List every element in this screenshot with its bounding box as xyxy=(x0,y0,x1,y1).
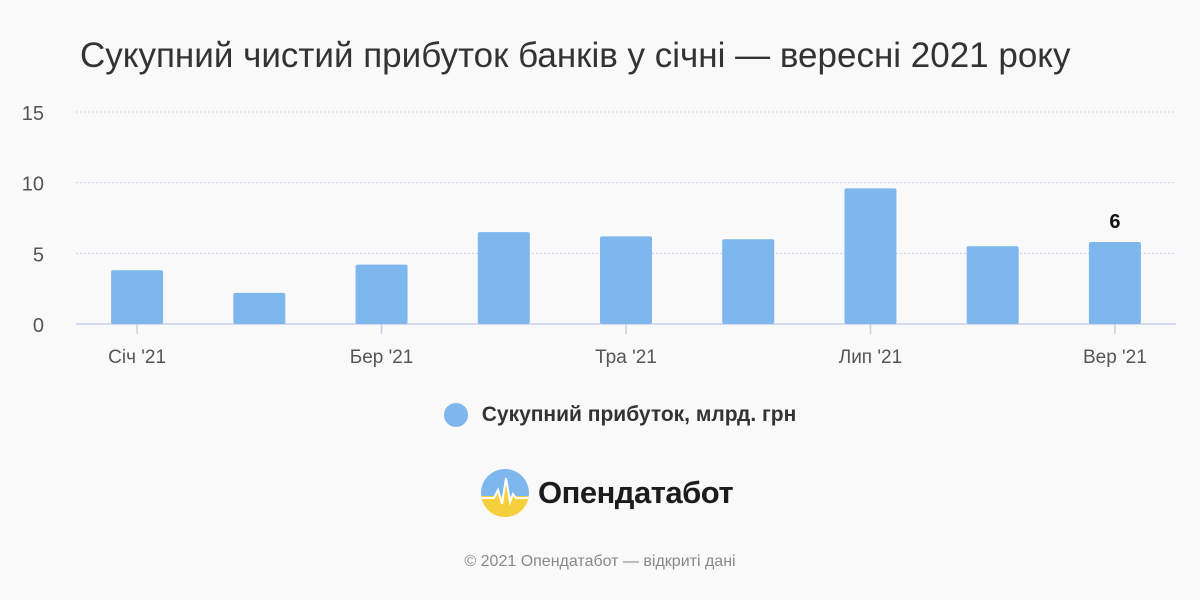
bar xyxy=(722,239,775,324)
data-label: 6 xyxy=(1109,211,1120,233)
brand-name: Опендатабот xyxy=(538,475,734,510)
y-tick-label: 10 xyxy=(22,174,44,196)
brand-logo: Опендатабот xyxy=(480,468,734,518)
bar xyxy=(966,246,1019,324)
y-tick-label: 15 xyxy=(22,103,44,125)
bar xyxy=(111,270,164,324)
y-tick-label: 5 xyxy=(33,244,44,266)
footer-copyright: © 2021 Опендатабот — відкриті дані xyxy=(464,553,736,570)
sun-logo-icon xyxy=(481,469,529,517)
x-tick-label: Січ '21 xyxy=(108,347,166,368)
bar xyxy=(355,264,408,324)
legend[interactable]: Сукупний прибуток, млрд. грн xyxy=(0,403,1200,427)
x-tick-label: Бер '21 xyxy=(350,347,414,368)
legend-marker xyxy=(443,403,468,427)
x-tick-label: Лип '21 xyxy=(839,347,902,368)
bar-chart: 0 5 10 15 Січ '21 Бер '21 Тра '21 Лип '21 Вер '2… xyxy=(22,103,1176,368)
y-tick-label: 0 xyxy=(33,315,44,337)
legend-label: Сукупний прибуток, млрд. грн xyxy=(481,403,797,426)
bar xyxy=(1088,242,1141,324)
bar xyxy=(844,188,897,324)
x-tick-label: Тра '21 xyxy=(595,347,657,368)
x-tick-label: Вер '21 xyxy=(1083,347,1147,368)
bar xyxy=(233,292,286,324)
chart-title: Сукупний чистий прибуток банків у січні … xyxy=(80,36,1071,75)
bar xyxy=(477,232,530,324)
bar xyxy=(600,236,652,324)
